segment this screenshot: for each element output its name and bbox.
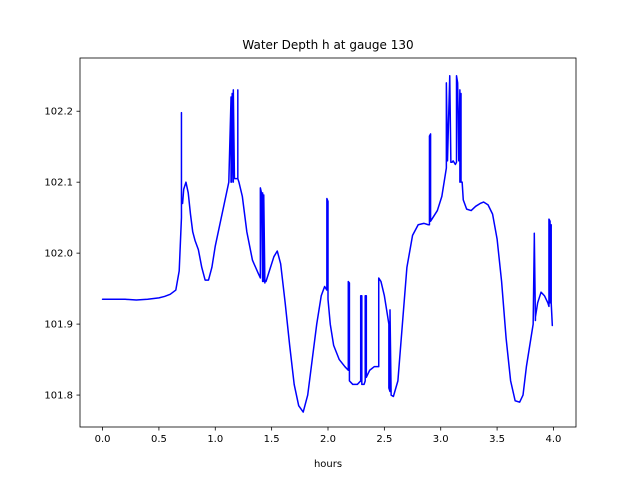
x-tick-label: 2.0 xyxy=(320,434,336,445)
x-tick-label: 1.0 xyxy=(207,434,223,445)
x-tick-label: 0.0 xyxy=(95,434,111,445)
y-tick-label: 101.8 xyxy=(44,391,73,402)
y-tick-label: 101.9 xyxy=(44,320,73,331)
y-tick-label: 102.1 xyxy=(44,178,73,189)
x-tick-label: 2.5 xyxy=(376,434,392,445)
x-axis-label: hours xyxy=(314,459,342,470)
plot-area xyxy=(79,57,577,428)
y-axis: 101.8 101.9 102.0 102.1 102.2 xyxy=(44,107,80,402)
x-tick-label: 0.5 xyxy=(151,434,167,445)
chart-title: Water Depth h at gauge 130 xyxy=(242,38,413,52)
x-tick-label: 4.0 xyxy=(546,434,562,445)
x-tick-label: 3.0 xyxy=(433,434,449,445)
x-tick-label: 1.5 xyxy=(264,434,280,445)
x-tick-label: 3.5 xyxy=(489,434,505,445)
x-axis: 0.0 0.5 1.0 1.5 2.0 2.5 3.0 3.5 4.0 xyxy=(95,427,562,445)
y-tick-label: 102.0 xyxy=(44,249,73,260)
y-tick-label: 102.2 xyxy=(44,107,73,118)
series-line-0 xyxy=(101,74,554,413)
